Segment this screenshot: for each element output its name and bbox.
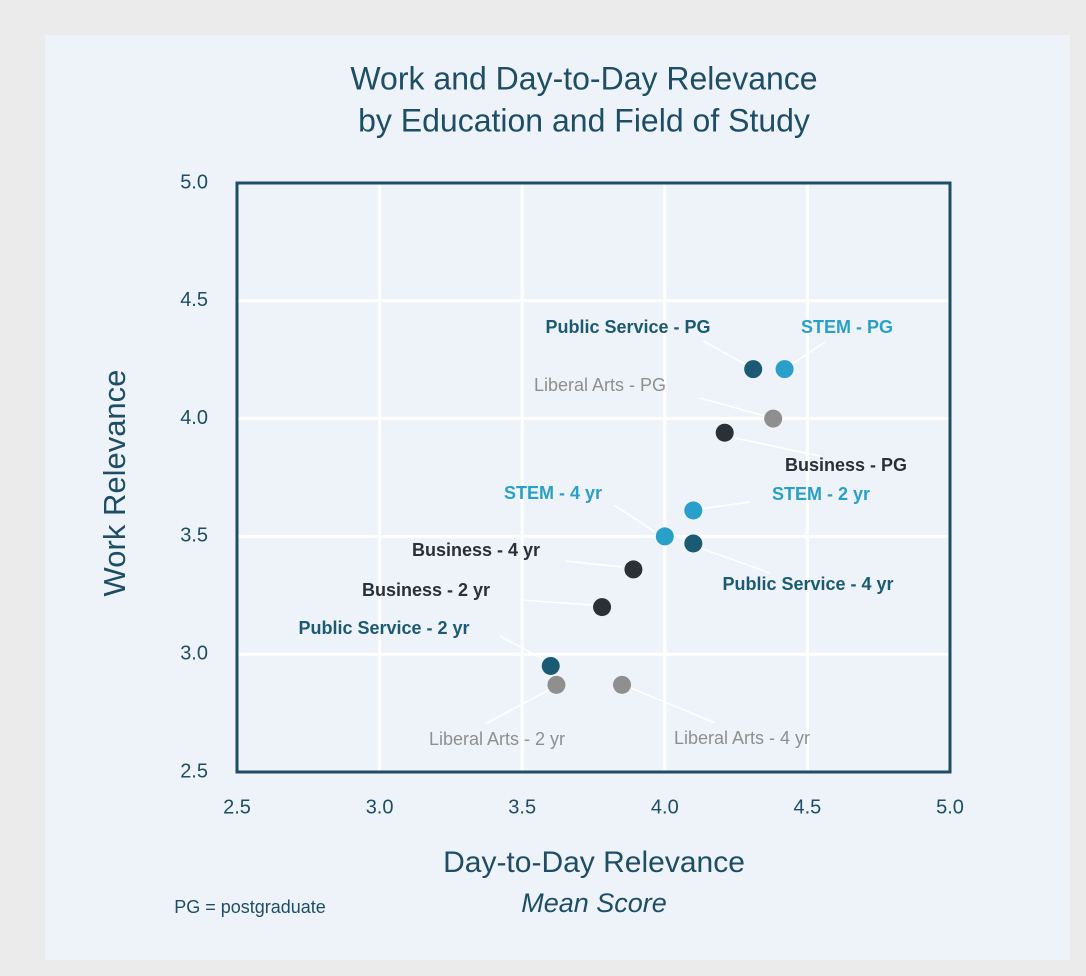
y-tick-label: 5.0 xyxy=(180,171,208,193)
point xyxy=(624,560,643,579)
leader-line xyxy=(791,341,826,365)
leader-line xyxy=(699,501,751,510)
y-tick-label: 3.0 xyxy=(180,642,208,664)
chart-title: Work and Day-to-Day Relevance xyxy=(350,60,817,96)
point-label: STEM - 4 yr xyxy=(504,483,602,503)
point xyxy=(684,501,703,520)
y-tick-label: 2.5 xyxy=(180,760,208,782)
x-axis-label: Day-to-Day Relevance xyxy=(443,846,745,879)
leader-line xyxy=(630,687,716,724)
x-tick-label: 4.0 xyxy=(651,796,679,818)
point-label: Business - 4 yr xyxy=(412,540,540,560)
point xyxy=(715,423,734,442)
point-label: Public Service - PG xyxy=(545,317,710,337)
point-label: Liberal Arts - PG xyxy=(534,375,666,395)
point xyxy=(684,534,703,553)
point-label: Business - 2 yr xyxy=(362,580,490,600)
y-axis-label: Work Relevance xyxy=(97,370,132,597)
point xyxy=(613,675,632,694)
point xyxy=(764,409,783,428)
leader-line xyxy=(699,547,771,574)
panel xyxy=(45,35,1070,960)
x-tick-label: 2.5 xyxy=(223,796,251,818)
leader-line xyxy=(499,635,544,660)
leader-line xyxy=(564,560,623,568)
chart-title: by Education and Field of Study xyxy=(358,102,810,138)
leader-line xyxy=(484,689,550,725)
x-tick-label: 3.0 xyxy=(366,796,394,818)
point xyxy=(593,598,612,617)
point-label: Public Service - 4 yr xyxy=(722,574,893,594)
point-label: STEM - PG xyxy=(801,317,893,337)
point xyxy=(655,527,674,546)
x-tick-label: 5.0 xyxy=(936,796,964,818)
y-tick-label: 3.5 xyxy=(180,525,208,547)
point-label: Liberal Arts - 4 yr xyxy=(674,728,810,748)
point-label: Public Service - 2 yr xyxy=(298,618,469,638)
leader-line xyxy=(734,437,821,457)
point xyxy=(744,360,763,379)
leader-line xyxy=(702,340,746,365)
plot-frame xyxy=(235,181,952,774)
x-tick-label: 4.5 xyxy=(793,796,821,818)
point-label: Business - PG xyxy=(785,455,907,475)
note: PG = postgraduate xyxy=(174,897,326,917)
point-label: STEM - 2 yr xyxy=(772,484,870,504)
point-label: Liberal Arts - 2 yr xyxy=(429,729,565,749)
leader-line xyxy=(519,599,594,606)
leader-line xyxy=(613,504,656,533)
x-tick-label: 3.5 xyxy=(508,796,536,818)
leader-line xyxy=(699,397,766,417)
point xyxy=(541,656,560,675)
x-axis-sublabel: Mean Score xyxy=(521,888,667,918)
point xyxy=(547,675,566,694)
point xyxy=(775,360,794,379)
y-tick-label: 4.5 xyxy=(180,289,208,311)
y-tick-label: 4.0 xyxy=(180,407,208,429)
